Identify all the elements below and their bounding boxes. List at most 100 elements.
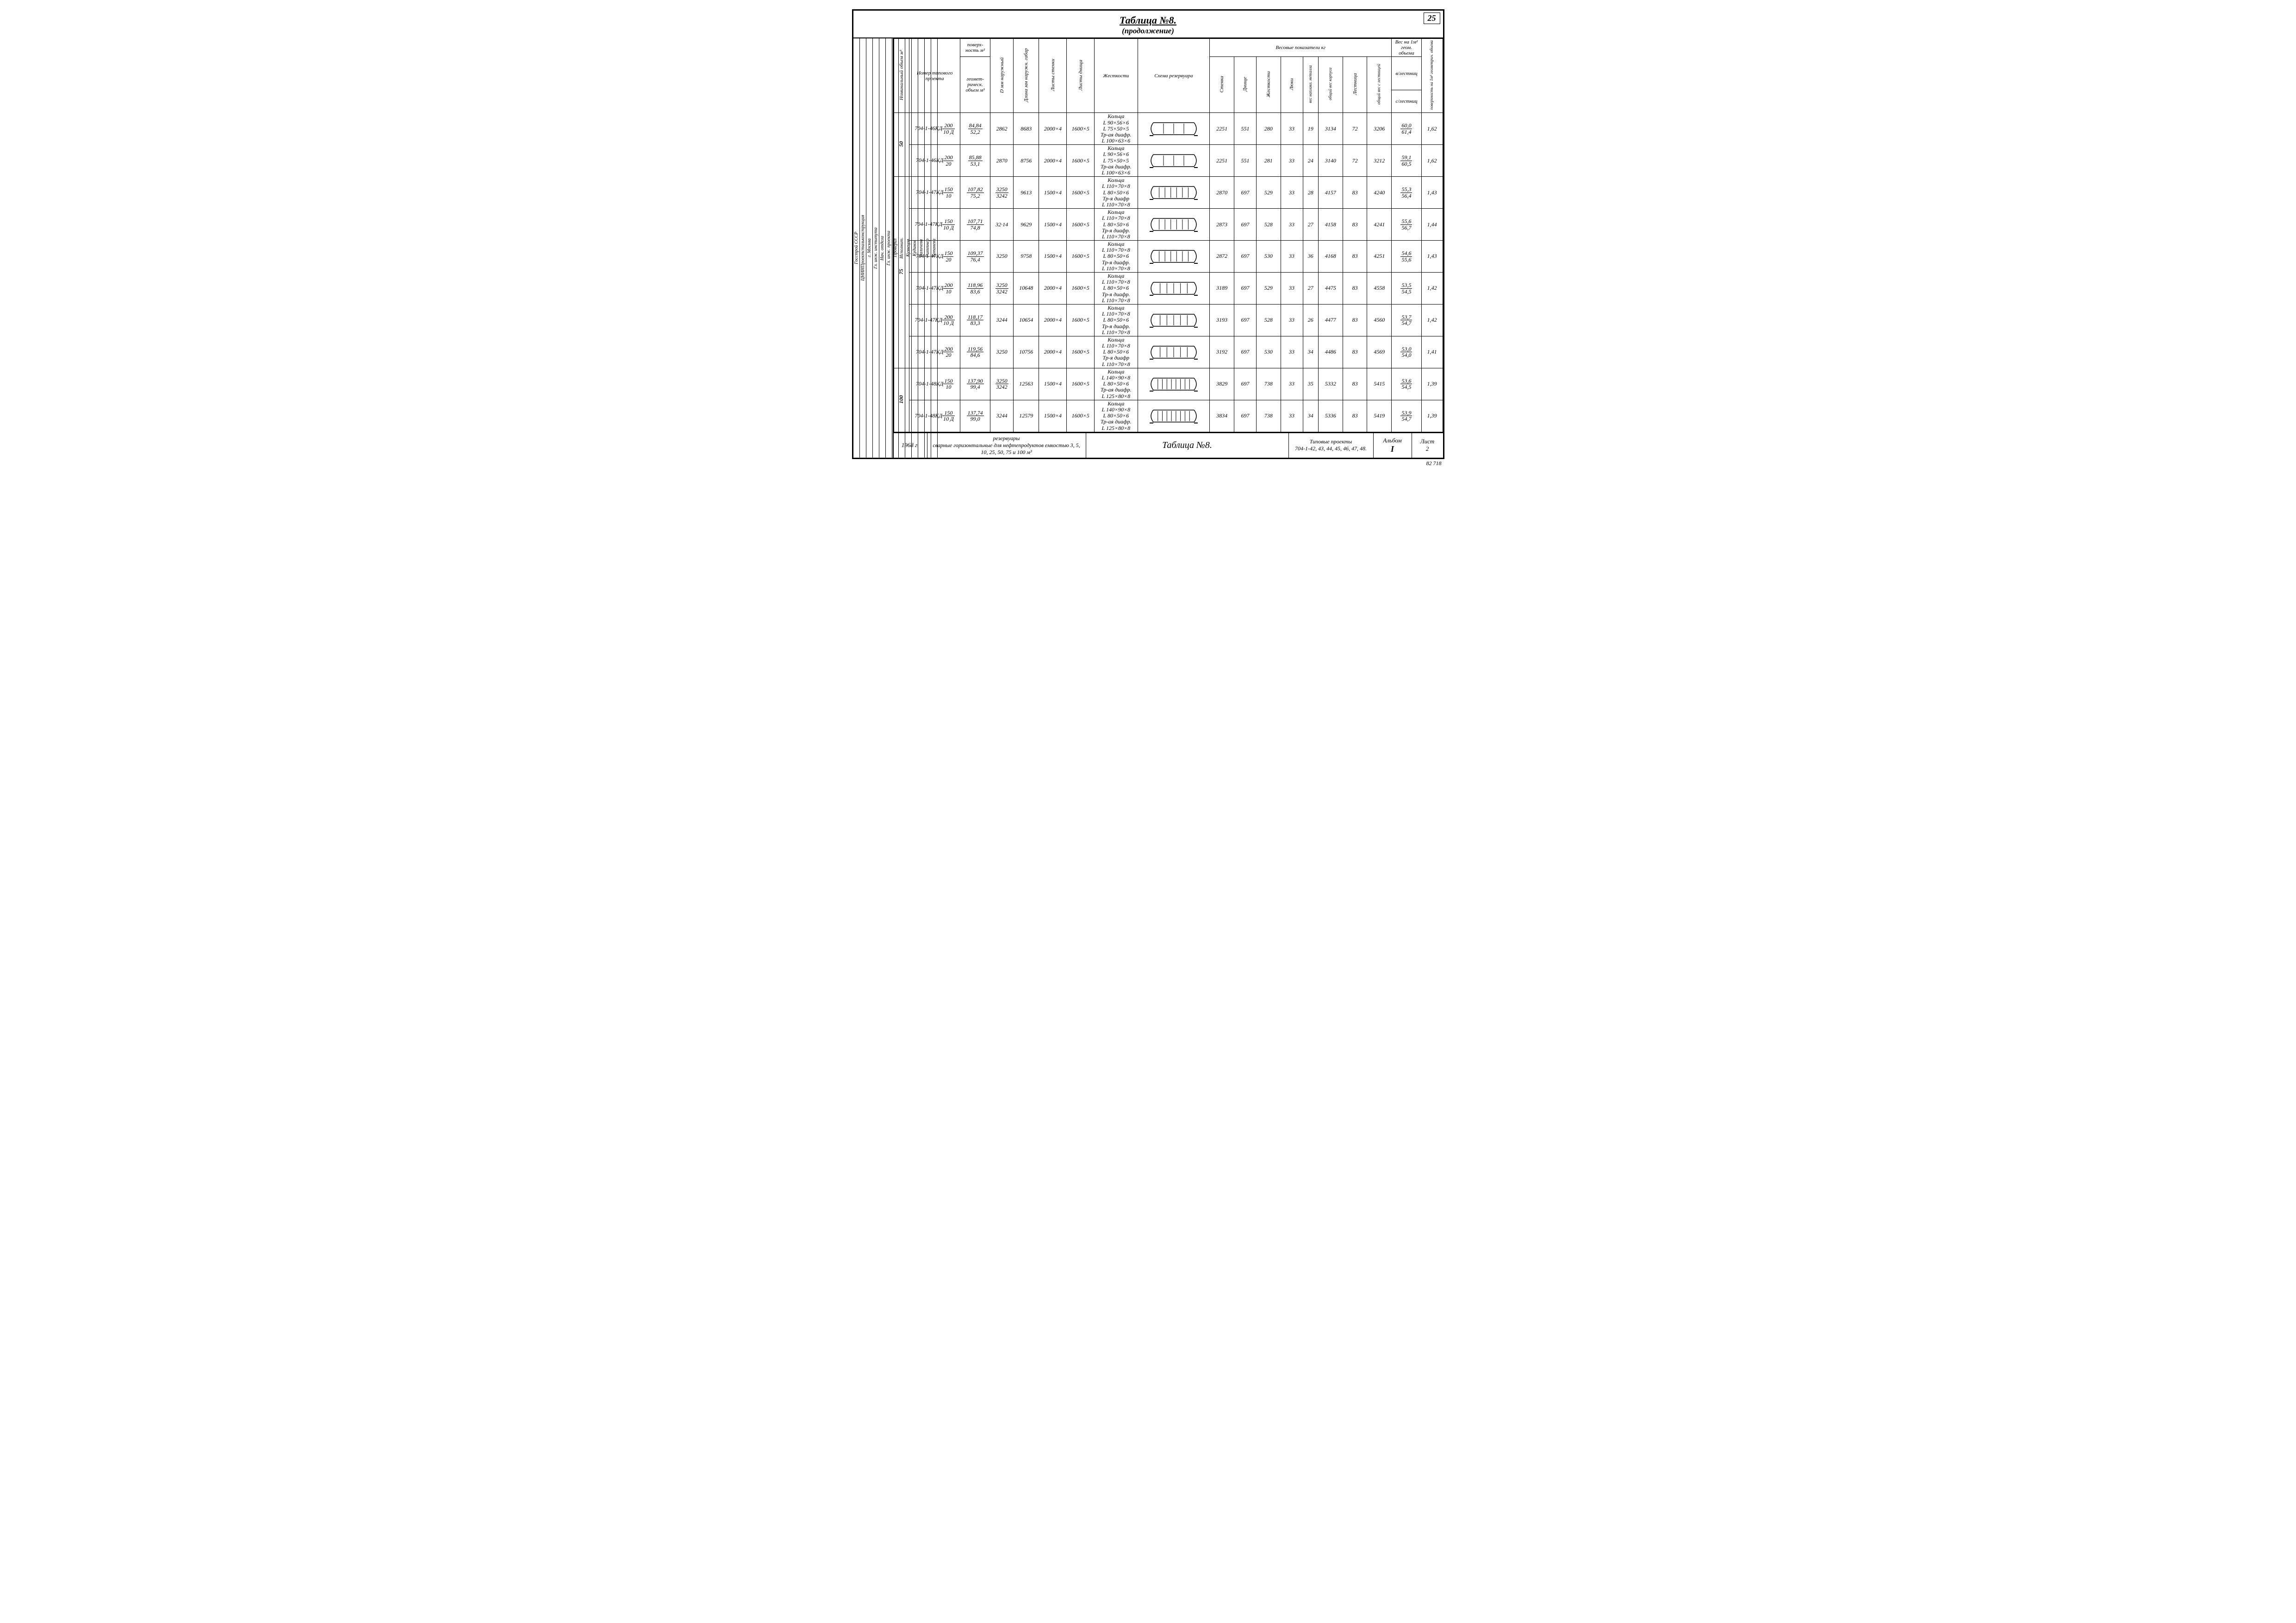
weight-cell: 36 <box>1303 241 1319 273</box>
side-label: Копанева <box>931 38 938 458</box>
weight-cell: 33 <box>1281 400 1303 432</box>
stiffness-cell: Кольца L 140×90×8 L 80×50×6 Тр-ая диафр.… <box>1095 400 1138 432</box>
weight-cell: 551 <box>1234 113 1256 145</box>
weight-cell: 34 <box>1303 400 1319 432</box>
schema-cell <box>1138 177 1210 209</box>
surface-cell: 107,8275,2 <box>960 177 990 209</box>
footer-proj: 704-1-42, 43, 44, 45, 46, 47, 48. <box>1295 445 1367 452</box>
table-row: 704-1-47КД20010 Д118,1783,33244106542000… <box>894 304 1443 336</box>
tank-schema-icon <box>1146 280 1201 296</box>
surface-cell: 137,7499,0 <box>960 400 990 432</box>
diameter-cell: 32·14 <box>990 209 1013 241</box>
side-label: г. Москва <box>866 38 873 458</box>
hdr-sheets-bottom: Листы днища <box>1078 59 1083 92</box>
weight-cell: 33 <box>1281 177 1303 209</box>
coef-cell: 1,43 <box>1421 241 1443 273</box>
weight-cell: 33 <box>1281 336 1303 368</box>
tank-schema-icon <box>1146 185 1201 200</box>
table-title: Таблица №8. <box>853 14 1443 26</box>
coef-cell: 1,41 <box>1421 336 1443 368</box>
coef-cell: 1,62 <box>1421 113 1443 145</box>
hdr-w-all: общий вес с лестницей <box>1377 63 1381 106</box>
per-unit-cell: 53,654,5 <box>1392 368 1422 400</box>
weight-cell: 33 <box>1281 304 1303 336</box>
table-row: 50704-1-46КД20010 Д84,8452,2286286832000… <box>894 113 1443 145</box>
side-signatures: Госстрой СССРЦНИИПроектстальконструкцияг… <box>853 38 894 458</box>
diameter-cell: 3244 <box>990 400 1013 432</box>
sheets-bottom-cell: 1600×5 <box>1067 209 1095 241</box>
data-table: Номинальный объем м³ Номер типового прое… <box>894 38 1443 432</box>
hdr-per-a: в/лестниц <box>1392 57 1422 90</box>
tank-schema-icon <box>1146 408 1201 424</box>
coef-cell: 1,42 <box>1421 304 1443 336</box>
weight-cell: 72 <box>1343 113 1367 145</box>
length-cell: 12579 <box>1014 400 1039 432</box>
weight-cell: 4486 <box>1319 336 1343 368</box>
table-row: 704-1-46КД2002085,8853,1287087562000×416… <box>894 145 1443 177</box>
weight-cell: 34 <box>1303 336 1319 368</box>
length-cell: 9613 <box>1014 177 1039 209</box>
sheets-wall-cell: 1500×4 <box>1039 400 1067 432</box>
side-label: Кузнецов <box>905 38 912 458</box>
table-row: 75704-1-47КД15010107,8275,23250324296131… <box>894 177 1443 209</box>
coef-cell: 1,43 <box>1421 177 1443 209</box>
hdr-length: Длина мм наружн. габар <box>1023 47 1029 103</box>
weight-cell: 551 <box>1234 145 1256 177</box>
weight-cell: 33 <box>1281 209 1303 241</box>
surface-cell: 118,1783,3 <box>960 304 990 336</box>
weight-cell: 28 <box>1303 177 1319 209</box>
sheets-bottom-cell: 1600×5 <box>1067 336 1095 368</box>
surface-cell: 119,5684,6 <box>960 336 990 368</box>
stiffness-cell: Кольца L 110×70×8 L 80×50×6 Тр-я диафр L… <box>1095 336 1138 368</box>
footer-desc-top: резервуары <box>993 435 1020 442</box>
weight-cell: 5332 <box>1319 368 1343 400</box>
weight-cell: 4240 <box>1367 177 1392 209</box>
weight-cell: 529 <box>1256 273 1281 305</box>
hdr-nom-vol: Номинальный объем м³ <box>899 49 904 101</box>
table-subtitle: (продолжение) <box>853 26 1443 36</box>
stiffness-cell: Кольца L 110×70×8 L 80×50×6 Тр-я диафр. … <box>1095 304 1138 336</box>
weight-cell: 3193 <box>1210 304 1234 336</box>
length-cell: 10756 <box>1014 336 1039 368</box>
weight-cell: 3834 <box>1210 400 1234 432</box>
hdr-per-b: с/лестниц <box>1392 90 1422 113</box>
weight-cell: 530 <box>1256 241 1281 273</box>
coef-cell: 1,44 <box>1421 209 1443 241</box>
per-unit-cell: 54,655,6 <box>1392 241 1422 273</box>
table-row: 704-1-47КД15010 Д107,7174,832·1496291500… <box>894 209 1443 241</box>
length-cell: 9758 <box>1014 241 1039 273</box>
weight-cell: 83 <box>1343 400 1367 432</box>
per-unit-cell: 53,554,5 <box>1392 273 1422 305</box>
footer-album-top: Альбом <box>1383 437 1401 444</box>
diameter-cell: 3250 <box>990 336 1013 368</box>
hdr-per-top: Вес на 1м² геом. объема <box>1392 39 1422 57</box>
tank-schema-icon <box>1146 249 1201 264</box>
tank-schema-icon <box>1146 312 1201 328</box>
hdr-w-bottom: Днище <box>1242 76 1248 92</box>
side-label: Госстрой СССР <box>853 38 860 458</box>
weight-cell: 5415 <box>1367 368 1392 400</box>
side-label: Проверил <box>892 38 899 458</box>
weight-cell: 83 <box>1343 177 1367 209</box>
surface-cell: 85,8853,1 <box>960 145 990 177</box>
hdr-w-stiff: Жесткости <box>1266 70 1271 98</box>
length-cell: 9629 <box>1014 209 1039 241</box>
stiffness-cell: Кольца L 110×70×8 L 80×50×6 Тр-я диафр. … <box>1095 209 1138 241</box>
per-unit-cell: 53,954,7 <box>1392 400 1422 432</box>
weight-cell: 697 <box>1234 273 1256 305</box>
side-label: Риттнер <box>925 38 931 458</box>
schema-cell <box>1138 241 1210 273</box>
weight-cell: 2872 <box>1210 241 1234 273</box>
sheets-bottom-cell: 1600×5 <box>1067 177 1095 209</box>
weight-cell: 738 <box>1256 368 1281 400</box>
schema-cell <box>1138 273 1210 305</box>
schema-cell <box>1138 209 1210 241</box>
sheets-wall-cell: 1500×4 <box>1039 177 1067 209</box>
sheets-wall-cell: 1500×4 <box>1039 209 1067 241</box>
hdr-w-wall: Стенка <box>1219 75 1225 93</box>
coef-cell: 1,39 <box>1421 400 1443 432</box>
weight-cell: 35 <box>1303 368 1319 400</box>
diameter-cell: 3244 <box>990 304 1013 336</box>
table-row: 704-1-48КД15010 Д137,7499,03244125791500… <box>894 400 1443 432</box>
weight-cell: 3206 <box>1367 113 1392 145</box>
